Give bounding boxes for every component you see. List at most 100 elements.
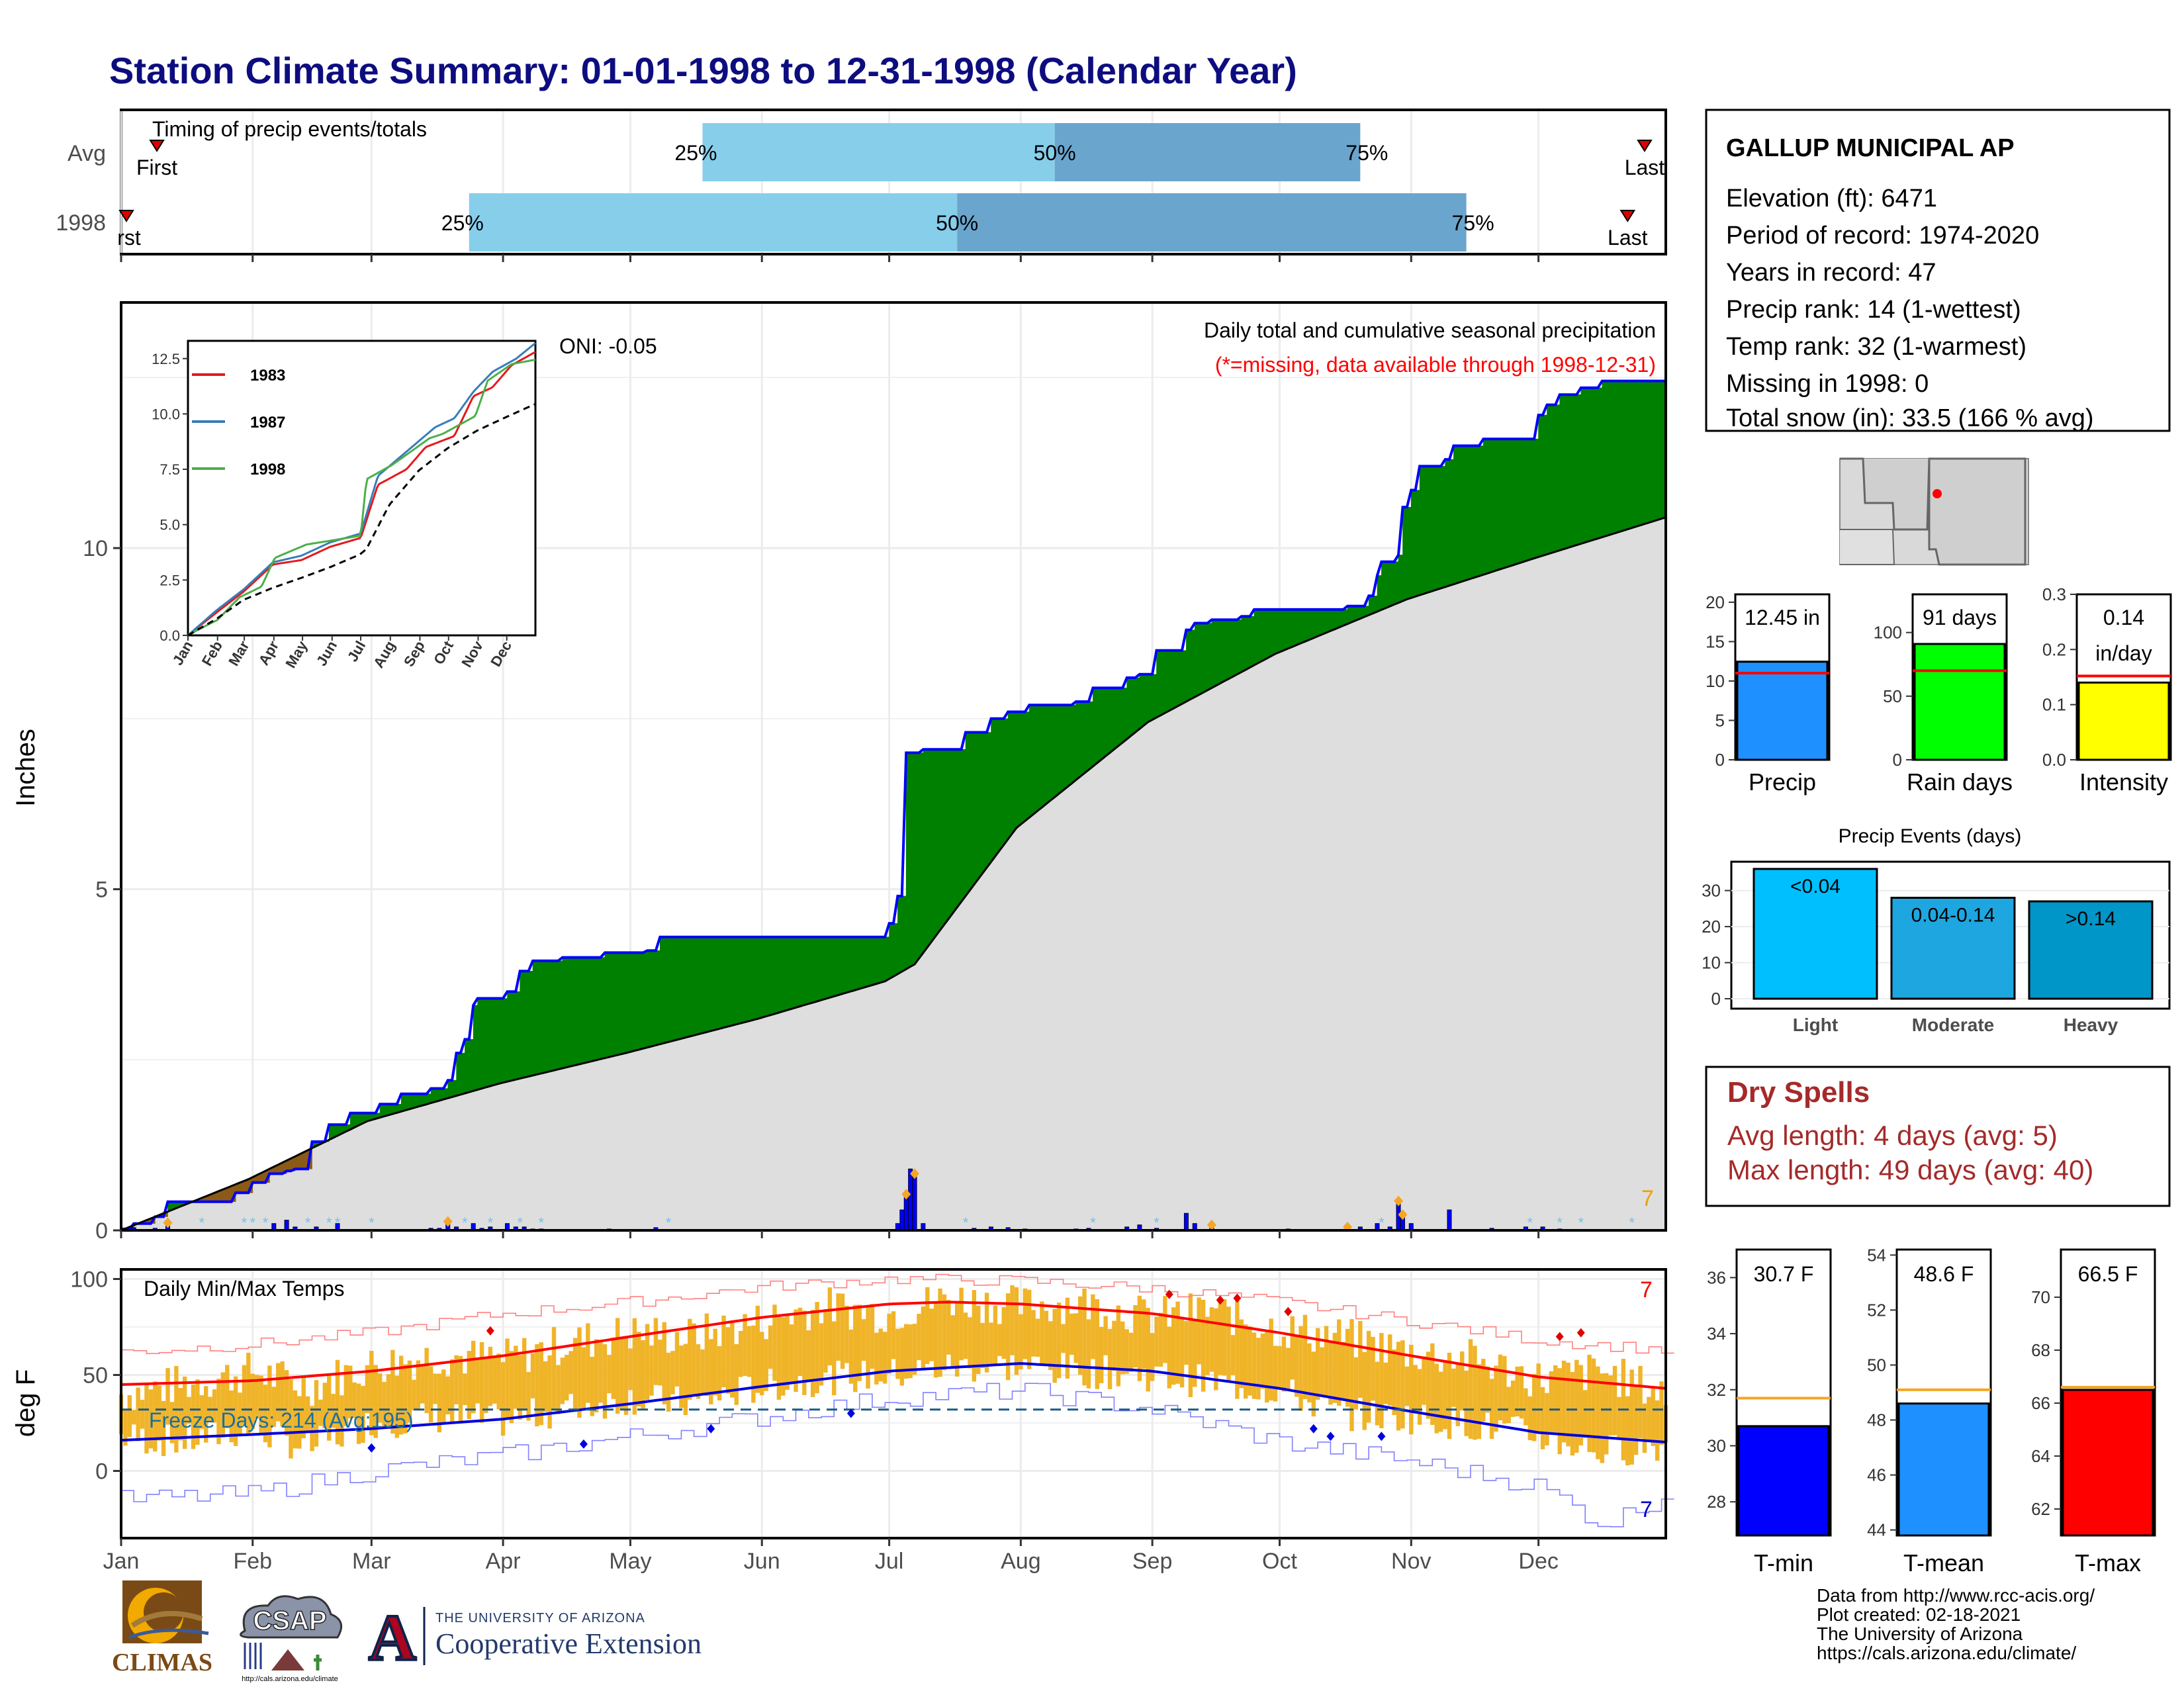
precip-departure-slice bbox=[774, 937, 780, 1015]
precip-departure-slice bbox=[1606, 381, 1611, 537]
daily-temp-bar bbox=[1353, 1357, 1359, 1410]
timing-label-50: 50% bbox=[1034, 141, 1076, 165]
precip-departure-slice bbox=[1071, 704, 1076, 784]
daily-temp-bar bbox=[1515, 1366, 1520, 1417]
precip-departure-slice bbox=[414, 1093, 419, 1109]
daily-temp-bar bbox=[810, 1310, 815, 1397]
first-event-marker bbox=[118, 210, 134, 222]
precip-departure-slice bbox=[574, 957, 580, 1066]
daily-temp-bar bbox=[1290, 1316, 1295, 1380]
daily-temp-bar bbox=[556, 1365, 561, 1414]
precip-departure-slice bbox=[905, 753, 911, 970]
summary-tick-label: 0 bbox=[1715, 750, 1725, 770]
daily-temp-bar bbox=[1371, 1336, 1375, 1401]
summary-tick-label: 0.0 bbox=[2042, 750, 2066, 770]
precip-departure-slice bbox=[804, 937, 809, 1006]
daily-temp-bar bbox=[1426, 1351, 1431, 1419]
precip-departure-slice bbox=[1050, 704, 1055, 801]
credit-line: Plot created: 02-18-2021 bbox=[1817, 1604, 2021, 1625]
daily-temp-bar bbox=[1302, 1314, 1308, 1399]
temp-panel-label: Daily Min/Max Temps bbox=[144, 1277, 344, 1301]
summary-tick-label: 50 bbox=[1883, 686, 1902, 706]
daily-temp-bar bbox=[326, 1375, 332, 1441]
daily-temp-bar bbox=[484, 1359, 488, 1414]
daily-temp-bar bbox=[781, 1317, 786, 1396]
events-bar bbox=[1752, 868, 1878, 1000]
precip-departure-slice bbox=[1424, 466, 1429, 594]
daily-temp-bar bbox=[1566, 1362, 1570, 1447]
daily-temp-bar bbox=[895, 1328, 900, 1379]
precip-departure-slice bbox=[1203, 623, 1208, 693]
daily-temp-bar bbox=[242, 1365, 247, 1426]
daily-temp-bar bbox=[1464, 1370, 1469, 1436]
daily-temp-bar bbox=[1600, 1373, 1605, 1463]
precip-departure-slice bbox=[1619, 381, 1624, 533]
daily-temp-bar bbox=[276, 1363, 281, 1422]
temp-summary-tick-label: 64 bbox=[2031, 1446, 2050, 1466]
daily-temp-bar bbox=[1040, 1301, 1044, 1365]
precip-departure-slice bbox=[1339, 609, 1343, 628]
precip-departure-slice bbox=[1589, 387, 1594, 542]
csap-logo[interactable]: CSAP http://cals.arizona.edu/climate bbox=[232, 1591, 347, 1684]
precip-departure-slice bbox=[940, 749, 945, 931]
precip-departure-slice bbox=[507, 991, 512, 1082]
temp-summary-tick-label: 34 bbox=[1707, 1324, 1726, 1344]
daily-precip-bar bbox=[284, 1220, 289, 1231]
precip-departure-slice bbox=[1551, 404, 1556, 554]
precip-departure-slice bbox=[1075, 701, 1081, 781]
summary-bars: 0 5 10 15 20 12.45 in Precip 0 50 100 91 days Rain … bbox=[1706, 584, 2172, 796]
daily-temp-bar bbox=[1112, 1320, 1116, 1371]
daily-temp-bar bbox=[314, 1380, 319, 1447]
precip-departure-slice bbox=[1436, 466, 1441, 590]
precip-departure-slice bbox=[872, 937, 877, 985]
precip-departure-slice bbox=[778, 937, 784, 1013]
last-event-marker bbox=[1637, 140, 1653, 152]
credit-line: Data from http://www.rcc-acis.org/ bbox=[1817, 1585, 2095, 1606]
climas-logo[interactable]: CLIMAS bbox=[109, 1579, 215, 1685]
daily-temp-bar bbox=[1056, 1303, 1062, 1379]
daily-temp-bar bbox=[238, 1393, 242, 1434]
precip-departure-slice bbox=[978, 732, 983, 880]
precip-departure-slice bbox=[1640, 381, 1645, 526]
month-label: Aug bbox=[1001, 1549, 1041, 1574]
daily-temp-bar bbox=[1133, 1304, 1138, 1368]
daily-temp-bar bbox=[870, 1304, 875, 1369]
precip-departure-slice bbox=[952, 749, 958, 914]
temp-panel: 0 50 100 Jan Feb Mar Apr May Jun Jul Aug Sep Oct Nov… bbox=[11, 1267, 1674, 1574]
daily-temp-bar bbox=[840, 1293, 845, 1369]
temp-summary-tick-label: 36 bbox=[1707, 1267, 1726, 1287]
precip-departure-slice bbox=[1649, 381, 1654, 524]
daily-precip-bar bbox=[1183, 1212, 1189, 1231]
precip-departure-slice bbox=[1381, 561, 1387, 610]
daily-temp-bar bbox=[216, 1379, 221, 1445]
timing-label-50: 50% bbox=[936, 211, 978, 235]
precip-departure-slice bbox=[502, 998, 508, 1083]
daily-temp-bar bbox=[509, 1351, 514, 1424]
timing-row-avg: Avg bbox=[68, 141, 106, 166]
daily-temp-bar bbox=[1230, 1335, 1236, 1375]
precip-departure-slice bbox=[469, 1039, 474, 1093]
daily-temp-bar bbox=[437, 1373, 442, 1433]
daily-temp-bar bbox=[280, 1361, 285, 1427]
station-line: Temp rank: 32 (1-warmest) bbox=[1726, 333, 2026, 361]
ua-cooperative-extension-logo[interactable]: A THE UNIVERSITY OF ARIZONA Cooperative … bbox=[359, 1599, 862, 1672]
precip-departure-slice bbox=[838, 937, 843, 995]
precip-departure-slice bbox=[923, 749, 928, 954]
precip-departure-slice bbox=[1139, 674, 1144, 729]
precip-departure-slice bbox=[1466, 445, 1471, 581]
snow-day-marker: * bbox=[1527, 1214, 1533, 1231]
daily-temp-bar bbox=[225, 1365, 230, 1428]
daily-temp-bar bbox=[1298, 1326, 1303, 1411]
summary-bar bbox=[2077, 681, 2170, 761]
daily-temp-bar bbox=[989, 1322, 993, 1367]
summary-bar bbox=[1736, 661, 1829, 761]
daily-temp-bar bbox=[1404, 1366, 1410, 1406]
precip-departure-slice bbox=[1144, 674, 1148, 726]
daily-temp-bar bbox=[1307, 1343, 1312, 1402]
daily-temp-bar bbox=[1209, 1307, 1214, 1372]
precip-departure-slice bbox=[494, 998, 499, 1085]
precip-departure-slice bbox=[639, 952, 643, 1050]
precip-departure-slice bbox=[897, 895, 903, 975]
snow-day-marker: * bbox=[1557, 1214, 1563, 1231]
daily-temp-bar bbox=[1023, 1288, 1027, 1359]
